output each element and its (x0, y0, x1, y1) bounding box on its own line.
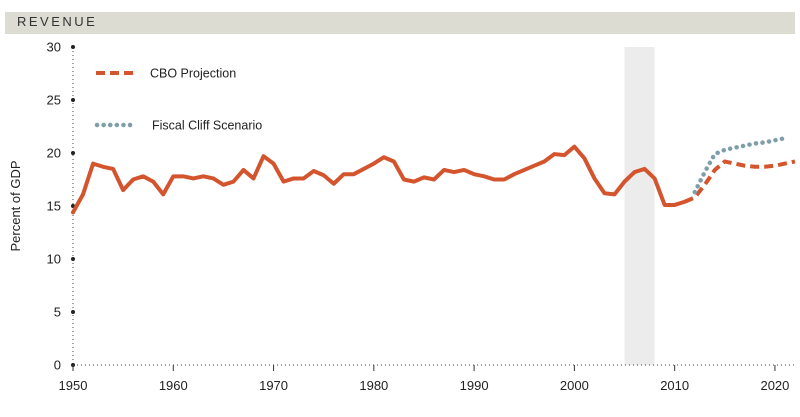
x-tick-label: 1950 (59, 378, 88, 393)
y-tick-mark (71, 98, 75, 102)
y-tick-mark (71, 310, 75, 314)
series-line-fiscal-cliff (692, 135, 788, 195)
y-tick-label: 30 (47, 40, 61, 55)
y-tick-mark (71, 45, 75, 49)
y-tick-mark (71, 151, 75, 155)
x-tick-label: 1990 (460, 378, 489, 393)
y-tick-label: 5 (54, 305, 61, 320)
y-tick-label: 0 (54, 358, 61, 373)
y-tick-label: 15 (47, 199, 61, 214)
x-tick-label: 2020 (760, 378, 789, 393)
x-tick-label: 1960 (159, 378, 188, 393)
y-tick-label: 20 (47, 146, 61, 161)
x-tick-label: 2010 (660, 378, 689, 393)
shaded-period (624, 47, 655, 365)
y-tick-mark (71, 257, 75, 261)
legend-label: Fiscal Cliff Scenario (152, 119, 262, 133)
chart-title: REVENUE (17, 14, 98, 29)
y-tick-label: 25 (47, 93, 61, 108)
x-tick-label: 1980 (359, 378, 388, 393)
y-axis-title: Percent of GDP (8, 160, 23, 251)
x-tick-label: 1970 (259, 378, 288, 393)
chart-title-band: REVENUE (5, 12, 795, 34)
x-tick-label: 2000 (560, 378, 589, 393)
series-line-historical (71, 144, 687, 215)
series-line-cbo-projection (683, 159, 796, 204)
y-tick-label: 10 (47, 252, 61, 267)
legend-label: CBO Projection (150, 67, 236, 81)
